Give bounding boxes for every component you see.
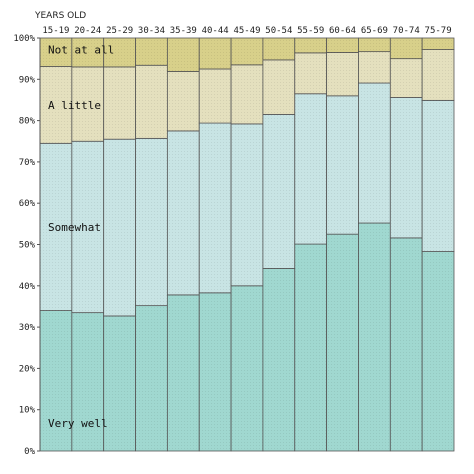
y-tick-label: 50% [19,241,36,251]
bar-segment-very-well-55-59 [294,243,328,452]
y-tick-label: 10% [19,406,36,416]
series-label-somewhat: Somewhat [48,221,101,234]
bar-segment-very-well-60-64 [326,233,359,452]
category-label: 35-39 [170,26,197,36]
bar-segment-very-well-35-39 [166,294,200,452]
y-tick-label: 80% [19,117,36,127]
y-tick-label: 0% [24,447,35,457]
bar-segment-a-little-50-54 [262,59,296,115]
bar-segment-very-well-25-29 [103,315,136,452]
bar-segment-somewhat-75-79 [421,99,455,252]
category-label: 25-29 [106,26,133,36]
y-tick-label: 30% [19,323,36,333]
category-label: 50-54 [265,26,292,36]
bar-segment-not-at-all-40-44 [198,37,232,70]
bar-segment-a-little-35-39 [166,71,200,132]
bar-segment-a-little-65-69 [358,51,391,84]
bar-segment-very-well-30-34 [135,305,168,452]
bar-segment-not-at-all-70-74 [389,37,423,60]
bar-segment-not-at-all-65-69 [358,37,391,53]
bar-segment-somewhat-25-29 [103,138,136,317]
category-label: 15-19 [42,26,69,36]
bar-segment-somewhat-35-39 [166,130,200,296]
category-label: 65-69 [361,26,388,36]
bar-segment-a-little-70-74 [389,58,423,98]
y-tick-label: 20% [19,364,36,374]
bar-segment-very-well-75-79 [421,251,455,452]
bar-segment-very-well-45-49 [230,285,264,452]
bar-segment-somewhat-70-74 [389,97,423,239]
series-label-a-little: A little [48,99,101,112]
category-label: 75-79 [425,26,452,36]
bar-segment-a-little-30-34 [135,64,168,139]
bar-segment-somewhat-30-34 [135,137,168,307]
bar-segment-very-well-70-74 [389,237,423,452]
category-label: 55-59 [297,26,324,36]
series-label-very-well: Very well [48,417,108,430]
bar-segment-very-well-40-44 [198,292,232,452]
bar-segment-somewhat-50-54 [262,114,296,269]
bar-segment-somewhat-55-59 [294,93,328,245]
category-label: 40-44 [202,26,229,36]
bar-segment-a-little-25-29 [103,66,136,140]
y-tick-label: 100% [13,34,35,44]
bar-segment-somewhat-45-49 [230,123,264,287]
bar-segment-very-well-65-69 [358,222,391,452]
category-label: 20-24 [74,26,101,36]
bar-segment-a-little-40-44 [198,68,232,124]
category-label: 60-64 [329,26,356,36]
bar-segment-somewhat-40-44 [198,122,232,294]
y-tick-label: 90% [19,75,36,85]
bar-segment-very-well-20-24 [71,312,105,452]
bar-segment-very-well-50-54 [262,268,296,452]
bar-segment-not-at-all-50-54 [262,37,296,61]
bar-segment-a-little-75-79 [421,49,455,101]
bar-segment-a-little-60-64 [326,52,359,97]
category-label: 45-49 [233,26,260,36]
series-label-not-at-all: Not at all [48,43,114,56]
bar-segment-not-at-all-45-49 [230,37,264,66]
bar-segment-not-at-all-55-59 [294,37,328,54]
category-label: 30-34 [138,26,165,36]
category-label: 70-74 [393,26,420,36]
bar-segment-not-at-all-60-64 [326,37,359,53]
bar-segment-a-little-55-59 [294,52,328,95]
bar-segment-very-well-15-19 [39,310,73,452]
y-tick-label: 70% [19,158,36,168]
y-tick-label: 60% [19,199,36,209]
bar-segment-a-little-45-49 [230,64,264,125]
bar-segment-somewhat-65-69 [358,82,391,224]
bar-segment-not-at-all-35-39 [166,37,200,72]
y-tick-label: 40% [19,282,36,292]
bar-segment-not-at-all-75-79 [421,37,455,50]
bar-segment-somewhat-60-64 [326,95,359,235]
bar-segment-not-at-all-30-34 [135,37,168,66]
x-axis-title: YEARS OLD [34,11,86,21]
